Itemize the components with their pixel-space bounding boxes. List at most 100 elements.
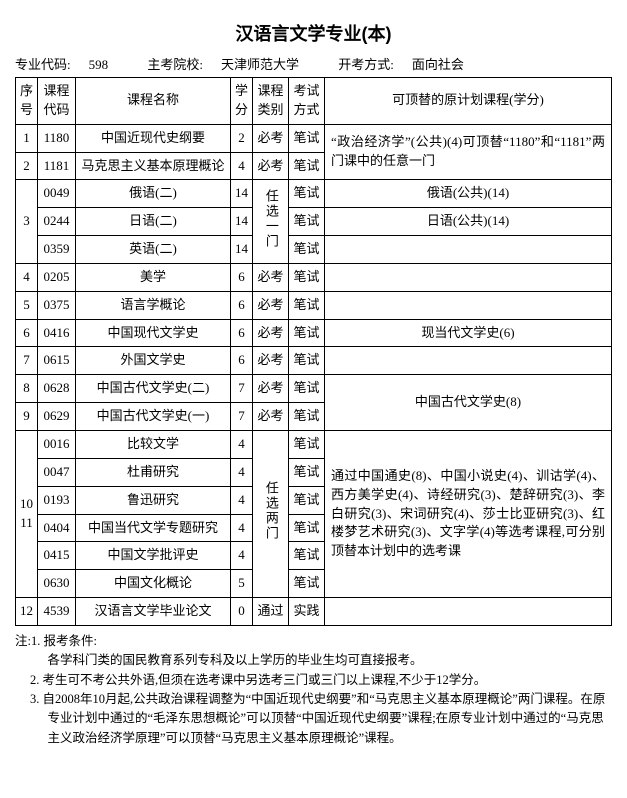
- table-row: 12 4539 汉语言文学毕业论文 0 通过 实践: [16, 598, 612, 626]
- cell-sub: [325, 347, 612, 375]
- page-title: 汉语言文学专业(本): [15, 20, 612, 46]
- cell-code: 0047: [38, 458, 76, 486]
- cell-seq: 10 11: [16, 430, 38, 597]
- table-row: 8 0628 中国古代文学史(二) 7 必考 笔试 中国古代文学史(8): [16, 375, 612, 403]
- cell-seq: 5: [16, 291, 38, 319]
- cell-name: 比较文学: [76, 430, 231, 458]
- cell-sub: 通过中国通史(8)、中国小说史(4)、训诂学(4)、西方美学史(4)、诗经研究(…: [325, 430, 612, 597]
- col-code: 课程代码: [38, 78, 76, 125]
- cell-name: 中国当代文学专题研究: [76, 514, 231, 542]
- cell-method: 笔试: [289, 570, 325, 598]
- cell-sub: [325, 598, 612, 626]
- cell-credit: 7: [231, 375, 253, 403]
- table-row: 5 0375 语言学概论 6 必考 笔试: [16, 291, 612, 319]
- note-1-body: 各学科门类的国民教育系列专科及以上学历的毕业生均可直接报考。: [15, 651, 612, 670]
- cell-seq: 8: [16, 375, 38, 403]
- note-2: 2. 考生可不考公共外语,但须在选考课中另选考三门或三门以上课程,不少于12学分…: [15, 671, 612, 690]
- cell-cat: 必考: [253, 152, 289, 180]
- mode-label: 开考方式:: [338, 57, 394, 72]
- cell-sub: [325, 236, 612, 264]
- notes-block: 注:1. 报考条件: 各学科门类的国民教育系列专科及以上学历的毕业生均可直接报考…: [15, 632, 612, 748]
- cell-name: 中国文学批评史: [76, 542, 231, 570]
- cell-sub: 现当代文学史(6): [325, 319, 612, 347]
- col-seq: 序号: [16, 78, 38, 125]
- note-1-head: 注:1. 报考条件:: [15, 632, 612, 651]
- cell-method: 笔试: [289, 291, 325, 319]
- cell-name: 中国古代文学史(二): [76, 375, 231, 403]
- cell-method: 实践: [289, 598, 325, 626]
- cell-code: 1181: [38, 152, 76, 180]
- code-label: 专业代码:: [15, 57, 71, 72]
- cell-code: 0375: [38, 291, 76, 319]
- cell-credit: 14: [231, 236, 253, 264]
- table-row: 6 0416 中国现代文学史 6 必考 笔试 现当代文学史(6): [16, 319, 612, 347]
- school-value: 天津师范大学: [221, 57, 299, 72]
- cell-method: 笔试: [289, 375, 325, 403]
- cell-name: 中国近现代史纲要: [76, 124, 231, 152]
- cell-seq: 4: [16, 263, 38, 291]
- cell-code: 0205: [38, 263, 76, 291]
- cell-name: 中国文化概论: [76, 570, 231, 598]
- cell-sub: [325, 263, 612, 291]
- table-row: 4 0205 美学 6 必考 笔试: [16, 263, 612, 291]
- cell-credit: 4: [231, 152, 253, 180]
- cell-code: 0244: [38, 208, 76, 236]
- cell-seq: 1: [16, 124, 38, 152]
- cell-name: 美学: [76, 263, 231, 291]
- table-row: 7 0615 外国文学史 6 必考 笔试: [16, 347, 612, 375]
- cell-method: 笔试: [289, 208, 325, 236]
- cell-credit: 4: [231, 430, 253, 458]
- col-substitute: 可顶替的原计划课程(学分): [325, 78, 612, 125]
- table-header-row: 序号 课程代码 课程名称 学分 课程类别 考试方式 可顶替的原计划课程(学分): [16, 78, 612, 125]
- cell-sub: 俄语(公共)(14): [325, 180, 612, 208]
- table-row: 0359 英语(二) 14 笔试: [16, 236, 612, 264]
- cell-name: 日语(二): [76, 208, 231, 236]
- col-category: 课程类别: [253, 78, 289, 125]
- cell-code: 0628: [38, 375, 76, 403]
- meta-line: 专业代码:598 主考院校:天津师范大学 开考方式:面向社会: [15, 54, 612, 73]
- cell-code: 0193: [38, 486, 76, 514]
- cell-credit: 6: [231, 319, 253, 347]
- cell-sub: 日语(公共)(14): [325, 208, 612, 236]
- cell-method: 笔试: [289, 236, 325, 264]
- cell-seq: 2: [16, 152, 38, 180]
- cell-credit: 0: [231, 598, 253, 626]
- cell-name: 杜甫研究: [76, 458, 231, 486]
- cell-seq: 7: [16, 347, 38, 375]
- cell-code: 0359: [38, 236, 76, 264]
- cell-cat: 任选两门: [253, 430, 289, 597]
- cell-method: 笔试: [289, 458, 325, 486]
- cell-method: 笔试: [289, 403, 325, 431]
- cell-cat: 任选一门: [253, 180, 289, 264]
- cell-method: 笔试: [289, 542, 325, 570]
- cell-code: 0416: [38, 319, 76, 347]
- cell-method: 笔试: [289, 124, 325, 152]
- cell-name: 中国古代文学史(一): [76, 403, 231, 431]
- course-table: 序号 课程代码 课程名称 学分 课程类别 考试方式 可顶替的原计划课程(学分) …: [15, 77, 612, 626]
- cell-cat: 必考: [253, 291, 289, 319]
- cell-credit: 6: [231, 291, 253, 319]
- cell-method: 笔试: [289, 319, 325, 347]
- cell-credit: 6: [231, 263, 253, 291]
- cell-code: 4539: [38, 598, 76, 626]
- cell-name: 语言学概论: [76, 291, 231, 319]
- cell-code: 0049: [38, 180, 76, 208]
- code-value: 598: [89, 57, 109, 72]
- cell-seq: 12: [16, 598, 38, 626]
- cell-code: 1180: [38, 124, 76, 152]
- cell-credit: 14: [231, 180, 253, 208]
- cell-cat: 通过: [253, 598, 289, 626]
- cell-cat: 必考: [253, 124, 289, 152]
- col-name: 课程名称: [76, 78, 231, 125]
- cell-seq: 6: [16, 319, 38, 347]
- cell-code: 0016: [38, 430, 76, 458]
- cell-code: 0404: [38, 514, 76, 542]
- cell-credit: 4: [231, 458, 253, 486]
- mode-value: 面向社会: [412, 57, 464, 72]
- cell-cat: 必考: [253, 347, 289, 375]
- cell-method: 笔试: [289, 263, 325, 291]
- cell-credit: 14: [231, 208, 253, 236]
- table-row: 1 1180 中国近现代史纲要 2 必考 笔试 “政治经济学”(公共)(4)可顶…: [16, 124, 612, 152]
- table-row: 3 0049 俄语(二) 14 任选一门 笔试 俄语(公共)(14): [16, 180, 612, 208]
- cell-method: 笔试: [289, 347, 325, 375]
